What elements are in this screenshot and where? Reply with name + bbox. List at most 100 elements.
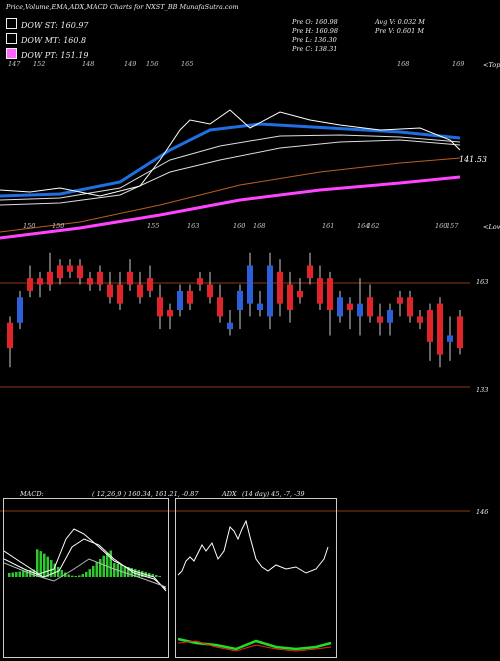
candle-body (27, 278, 33, 291)
legend-swatch (6, 48, 17, 59)
candle-body (257, 303, 263, 310)
macd-values: ( 12,26,9 ) 160.34, 161.21, -0.87 (92, 490, 199, 498)
top-price-label: 169 (452, 60, 464, 68)
macd-histogram-bar (123, 566, 126, 577)
candle-body (377, 316, 383, 323)
macd-histogram-bar (151, 574, 154, 577)
stats-col-1: Pre O: 160.98 Pre H: 160.98 Pre L: 136.3… (292, 18, 338, 54)
legend-label: DOW MT: 160.8 (21, 36, 87, 45)
stat-low: Pre L: 136.30 (292, 36, 337, 44)
macd-histogram-bar (39, 551, 42, 577)
macd-histogram-bar (92, 565, 95, 577)
macd-histogram-bar (46, 556, 49, 577)
legend-dow-st: DOW ST: 160.97 (6, 18, 89, 30)
candle-body (247, 265, 253, 304)
price-axis-label-133: 133 (476, 386, 489, 394)
macd-histogram-bar (81, 574, 84, 577)
candle-body (457, 316, 463, 349)
bottom-price-label: 161 (322, 222, 334, 230)
candle-body (77, 265, 83, 279)
bottom-price-label: 150 (23, 222, 35, 230)
adx-values: (14 day) 45, -7, -39 (242, 490, 305, 498)
adx-chart (177, 519, 332, 652)
candle-body (387, 310, 393, 323)
macd-histogram-bar (155, 575, 158, 577)
candle-body (147, 278, 153, 291)
candle-body (47, 271, 53, 285)
bottom-price-label: 162 (367, 222, 379, 230)
macd-histogram-bar (102, 555, 105, 577)
stat-open: Pre O: 160.98 (292, 18, 338, 26)
candle-body (277, 271, 283, 304)
last-price-label: 141.53 (459, 155, 487, 164)
macd-histogram-bar (113, 563, 116, 577)
candle-body (417, 316, 423, 323)
lowx-marker: <Lowx (483, 223, 500, 231)
candle-body (287, 284, 293, 310)
adx-panel (175, 498, 337, 658)
candle-body (267, 265, 273, 317)
candle-body (7, 322, 13, 349)
bottom-price-label: 164 (357, 222, 369, 230)
bottom-price-label: 168 (253, 222, 265, 230)
candle-body (207, 284, 213, 298)
candle-body (37, 278, 43, 285)
macd-histogram-bar (60, 570, 63, 577)
candle-body (447, 335, 453, 342)
legend-dow-mt: DOW MT: 160.8 (6, 33, 86, 45)
candle-body (407, 297, 413, 317)
legend-swatch (6, 18, 17, 29)
macd-histogram-bar (15, 572, 18, 577)
candle-body (177, 290, 183, 310)
macd-histogram-bar (74, 575, 77, 577)
candle-body (67, 265, 73, 272)
macd-histogram-bar (11, 572, 14, 577)
legend-dow-pt: DOW PT: 151.19 (6, 48, 88, 60)
candle-body (397, 297, 403, 304)
macd-histogram-bar (99, 558, 102, 577)
bottom-price-label: 157 (446, 222, 459, 230)
ema-white-line-2 (0, 134, 461, 201)
candle-body (227, 322, 233, 330)
candle-body (217, 297, 223, 317)
legend-label: DOW PT: 151.19 (21, 51, 89, 60)
macd-line (3, 528, 167, 592)
candle-body (357, 303, 363, 317)
macd-histogram-bar (50, 560, 53, 577)
macd-histogram-bar (36, 549, 39, 577)
macd-histogram-bar (137, 570, 140, 577)
stat-high: Pre H: 160.98 (292, 27, 339, 35)
bottom-price-label: 160 (435, 222, 447, 230)
macd-histogram-bar (71, 575, 74, 577)
candle-body (97, 271, 103, 285)
candle-body (327, 278, 333, 310)
adx-plus-di-line (177, 637, 332, 651)
bottom-price-label: 150 (52, 222, 64, 230)
macd-histogram-bar (106, 552, 109, 577)
macd-histogram-bar (18, 571, 21, 577)
candle-body (347, 303, 353, 310)
ema-pt-line (0, 175, 461, 240)
candle-body (427, 310, 433, 342)
macd-histogram-bar (57, 566, 60, 577)
stats-col-2: Avg V: 0.032 M Pre V: 0.601 M (375, 18, 425, 36)
macd-histogram-bar (158, 576, 161, 577)
candle-body (127, 271, 133, 285)
top-price-label: 156 (146, 60, 158, 68)
candle-body (307, 265, 313, 279)
macd-histogram-bar (8, 573, 11, 577)
macd-histogram-bar (127, 567, 130, 577)
top-price-label: 168 (397, 60, 409, 68)
price-axis-label-163: 163 (476, 278, 489, 286)
adx-label: ADX (222, 490, 237, 498)
macd-ema-line (3, 558, 167, 588)
candle-body (187, 290, 193, 304)
top-price-label: 149 (124, 60, 136, 68)
candle-body (337, 297, 343, 317)
macd-histogram-bar (88, 569, 91, 577)
ema-white-line-1 (0, 139, 461, 206)
candle-body (317, 278, 323, 304)
macd-histogram-bar (22, 571, 25, 577)
